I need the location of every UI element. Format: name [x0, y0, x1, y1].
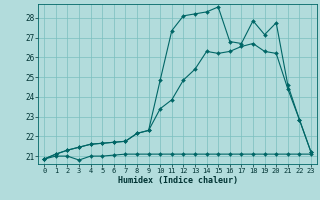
X-axis label: Humidex (Indice chaleur): Humidex (Indice chaleur): [118, 176, 238, 185]
